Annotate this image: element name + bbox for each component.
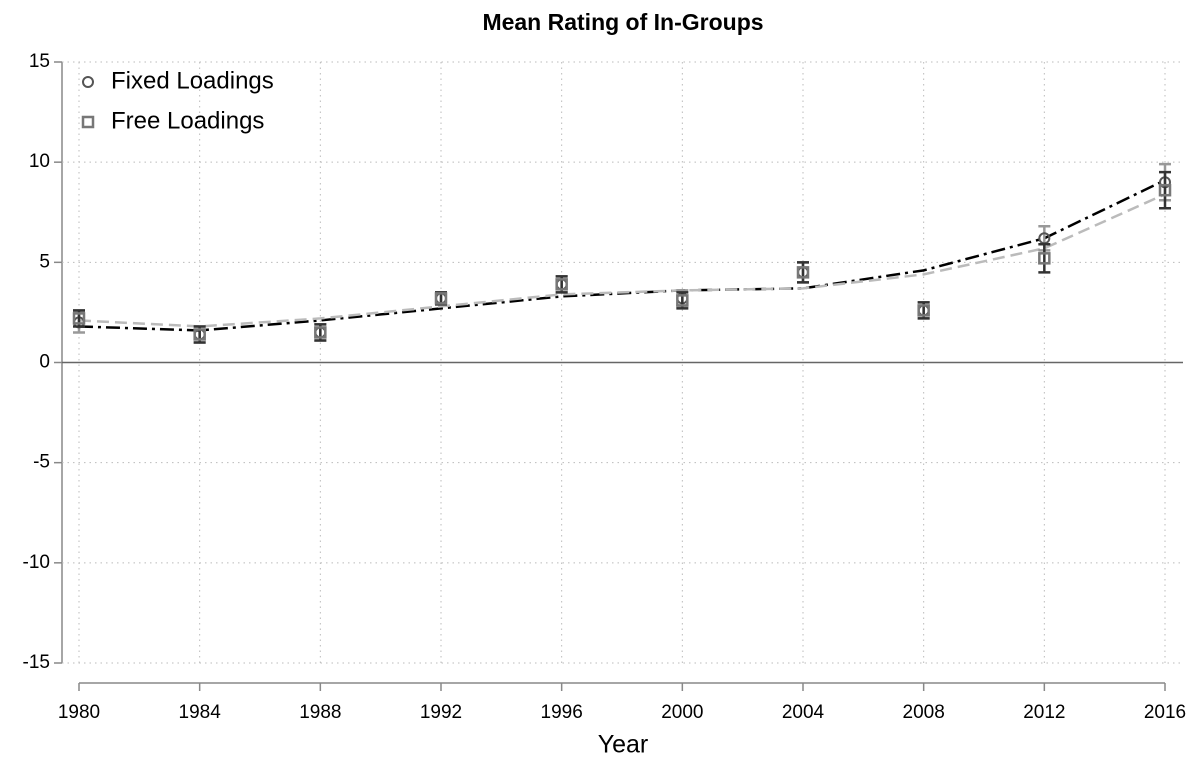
x-tick-label: 1988 xyxy=(299,702,341,723)
legend-marker xyxy=(81,115,95,129)
x-tick-label: 1996 xyxy=(541,702,583,723)
x-tick-label: 2000 xyxy=(661,702,703,723)
error-bar xyxy=(1159,170,1171,210)
point xyxy=(555,278,568,291)
x-tick-label: 2012 xyxy=(1023,702,1065,723)
point xyxy=(72,312,86,325)
y-tick-label: -10 xyxy=(23,552,50,573)
fit-line xyxy=(78,193,1166,328)
error-bar xyxy=(1038,243,1051,274)
y-tick-label: -15 xyxy=(23,652,50,673)
point xyxy=(434,292,448,305)
point xyxy=(917,304,930,317)
x-tick-label: 2004 xyxy=(782,702,825,723)
x-tick-label: 1984 xyxy=(179,702,222,723)
point xyxy=(796,266,810,279)
y-tick-label: 10 xyxy=(29,151,50,172)
legend-label: Free Loadings xyxy=(111,107,264,134)
point xyxy=(314,326,327,339)
x-axis-label: Year xyxy=(598,731,649,759)
y-tick-label: 5 xyxy=(39,251,50,272)
x-tick-label: 2016 xyxy=(1144,702,1186,723)
y-tick-label: -5 xyxy=(33,452,50,473)
x-tick-label: 2008 xyxy=(903,702,945,723)
point xyxy=(676,294,689,307)
legend-label: Fixed Loadings xyxy=(111,67,274,94)
y-tick-label: 15 xyxy=(29,51,50,72)
y-tick-label: 0 xyxy=(39,352,50,373)
legend-marker xyxy=(82,76,94,88)
error-bar xyxy=(797,261,809,284)
x-tick-label: 1980 xyxy=(58,702,100,723)
point xyxy=(193,328,206,341)
point xyxy=(1158,183,1172,197)
chart-title: Mean Rating of In-Groups xyxy=(482,9,763,35)
point xyxy=(1038,252,1051,265)
fit-line xyxy=(78,179,1166,332)
x-tick-label: 1992 xyxy=(420,702,462,723)
